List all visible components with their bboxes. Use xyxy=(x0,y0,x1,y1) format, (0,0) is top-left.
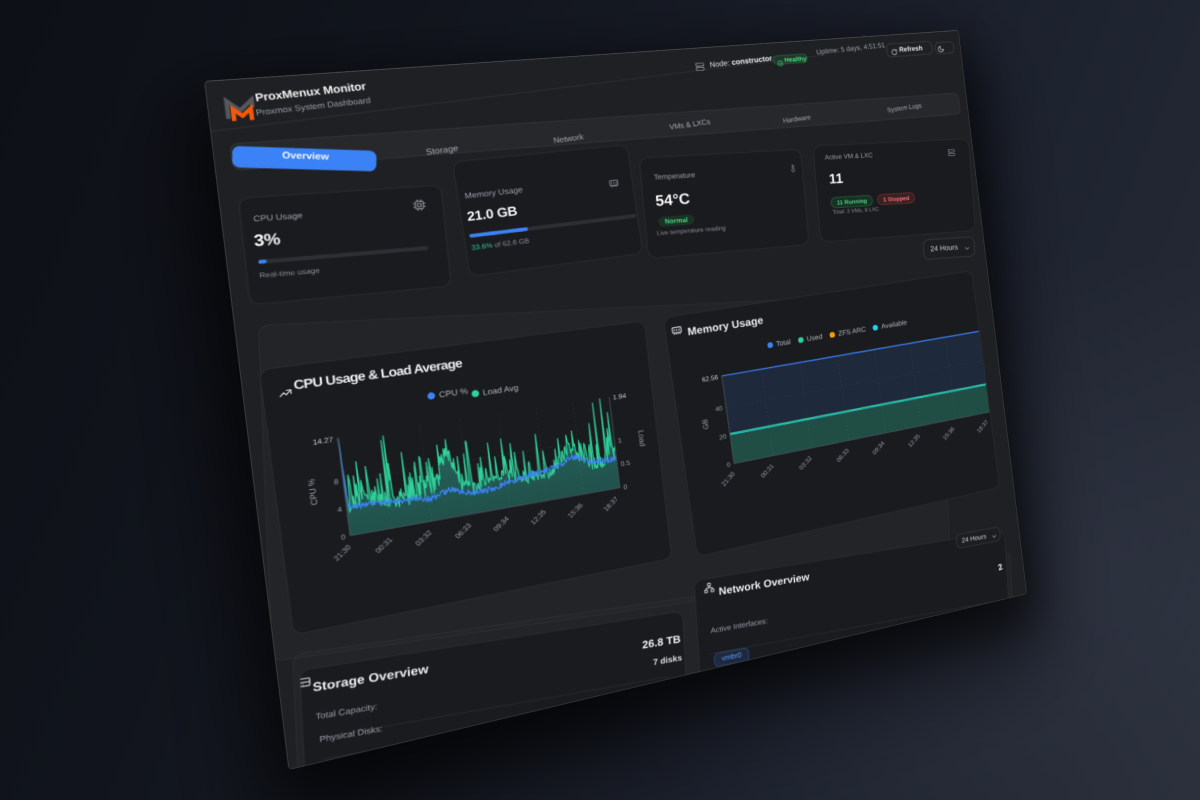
svg-text:06:33: 06:33 xyxy=(453,521,473,540)
svg-text:09:34: 09:34 xyxy=(492,514,512,533)
svg-text:03:32: 03:32 xyxy=(413,528,433,547)
svg-text:0: 0 xyxy=(726,461,731,469)
svg-text:12:35: 12:35 xyxy=(529,507,548,526)
svg-text:0.5: 0.5 xyxy=(620,458,631,467)
svg-text:40: 40 xyxy=(715,404,723,413)
svg-text:0: 0 xyxy=(341,532,347,541)
svg-text:62.56: 62.56 xyxy=(701,373,718,383)
svg-text:18:37: 18:37 xyxy=(975,418,989,434)
svg-text:21:30: 21:30 xyxy=(720,470,737,488)
svg-text:18:37: 18:37 xyxy=(602,494,620,512)
svg-text:21:30: 21:30 xyxy=(332,542,353,562)
svg-text:CPU %: CPU % xyxy=(307,478,320,506)
svg-text:4: 4 xyxy=(337,504,343,513)
svg-text:14.27: 14.27 xyxy=(312,435,334,447)
svg-text:03:32: 03:32 xyxy=(797,454,813,471)
svg-text:Load: Load xyxy=(637,429,647,446)
svg-text:1.94: 1.94 xyxy=(613,391,627,401)
svg-text:06:33: 06:33 xyxy=(835,447,851,464)
svg-text:0: 0 xyxy=(623,482,628,491)
svg-text:12:35: 12:35 xyxy=(906,432,921,448)
svg-text:GB: GB xyxy=(701,419,710,431)
svg-text:09:34: 09:34 xyxy=(871,440,886,457)
svg-text:20: 20 xyxy=(719,433,727,442)
svg-text:00:31: 00:31 xyxy=(374,535,395,554)
svg-text:8: 8 xyxy=(334,477,340,486)
svg-text:00:31: 00:31 xyxy=(759,462,775,479)
svg-text:1: 1 xyxy=(618,436,623,445)
svg-text:15:36: 15:36 xyxy=(566,501,585,519)
svg-text:15:36: 15:36 xyxy=(941,425,956,441)
